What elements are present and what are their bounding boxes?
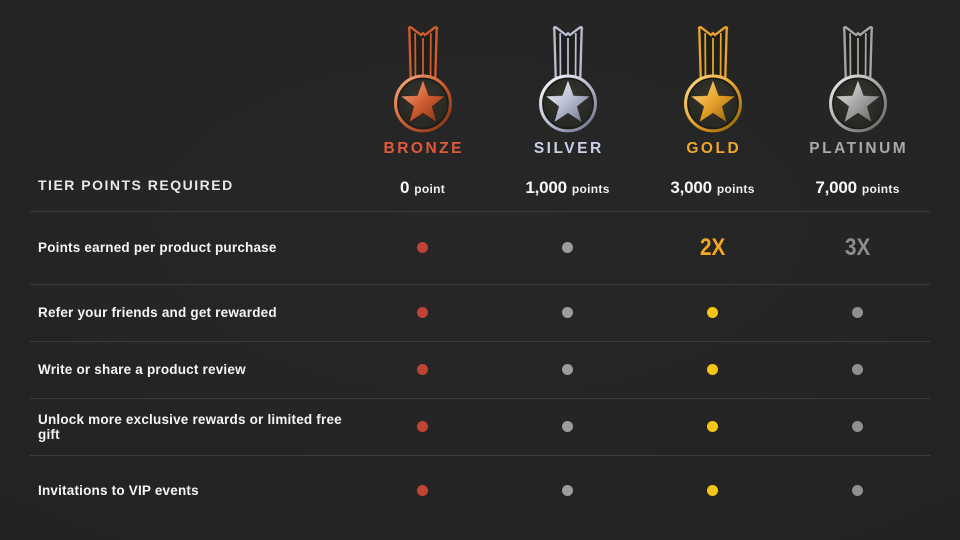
row-label: Refer your friends and get rewarded [38,305,277,320]
tier-name-gold: GOLD [686,140,742,157]
platinum-dot [852,484,863,496]
row-label: Invitations to VIP events [38,482,199,498]
bronze-dot [417,242,428,253]
tier-name-platinum: PLATINUM [809,140,909,157]
row-label: Unlock more exclusive rewards or limited… [38,411,342,442]
bronze-dot [417,364,428,375]
tier-points-bronze: 0 point [400,179,445,196]
table-row: Unlock more exclusive rewards or limited… [30,397,930,455]
bronze-medal-icon [393,26,452,133]
points-unit: points [861,181,900,196]
table-row: Points earned per product purchase 2X 3X [30,210,930,284]
platinum-dot [852,307,863,318]
tier-comparison-table: TIER POINTS REQUIRED [30,0,930,525]
gold-dot [707,421,718,432]
points-value: 7,000 [815,177,857,197]
gold-dot [707,484,718,496]
platinum-dot [852,364,863,375]
gold-medal-icon [683,26,742,133]
tier-points-silver: 1,000 points [525,179,609,196]
bronze-dot [417,421,428,432]
silver-medal-icon [538,26,597,133]
gold-dot [707,307,718,318]
silver-dot [562,242,573,253]
platinum-medal-icon [828,26,887,133]
platinum-dot [852,421,863,432]
tier-column-silver: SILVER 1,000 points [495,26,640,196]
tier-name-silver: SILVER [533,140,604,157]
tier-name-bronze: BRONZE [383,140,464,157]
tier-column-platinum: PLATINUM 7,000 points [785,26,930,196]
points-unit: points [571,181,610,196]
silver-dot [562,307,573,318]
silver-dot [562,364,573,375]
tier-points-required-label: TIER POINTS REQUIRED [38,176,234,193]
points-value: 1,000 [525,177,567,197]
tier-column-gold: GOLD 3,000 points [640,26,785,196]
tier-points-platinum: 7,000 points [815,179,899,196]
points-value: 0 [399,177,410,197]
points-value: 3,000 [670,177,712,197]
row-label: Write or share a product review [38,362,246,377]
tier-column-bronze: BRONZE 0 point [350,26,495,196]
gold-dot [707,364,718,375]
bronze-dot [417,307,428,318]
tier-points-gold: 3,000 points [670,179,754,196]
table-row: Refer your friends and get rewarded [30,283,930,341]
points-unit: point [414,181,446,196]
silver-dot [562,484,573,496]
gold-multiplier: 2X [699,233,726,261]
silver-dot [562,421,573,432]
row-label: Points earned per product purchase [38,240,277,255]
table-row: Invitations to VIP events [30,454,930,525]
points-unit: points [716,181,755,196]
platinum-multiplier: 3X [844,233,871,261]
bronze-dot [417,484,428,496]
table-header: TIER POINTS REQUIRED [30,0,930,211]
table-row: Write or share a product review [30,340,930,398]
